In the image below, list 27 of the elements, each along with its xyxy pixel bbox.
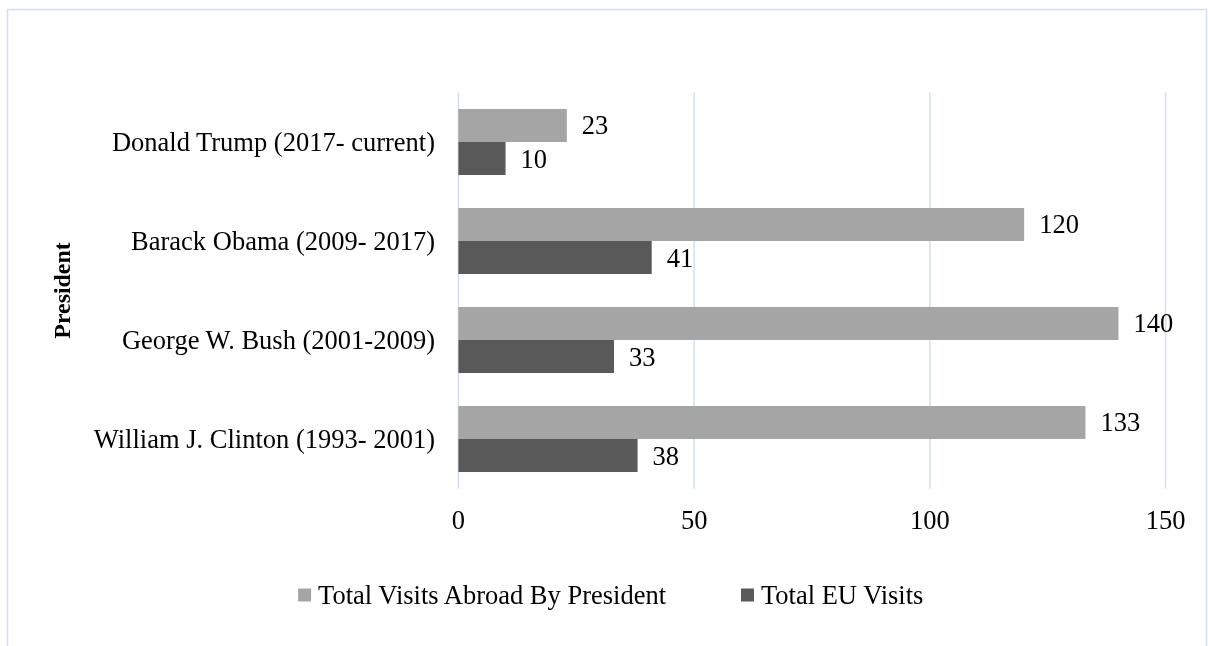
- y-tick-label: Donald Trump (2017- current): [111, 127, 435, 157]
- data-label: 120: [1039, 209, 1079, 240]
- data-label: 41: [666, 242, 694, 273]
- bar: [458, 405, 1086, 439]
- data-label: 33: [628, 341, 656, 372]
- data-label: 38: [652, 440, 680, 471]
- bar: [458, 207, 1025, 241]
- legend-label: Total Visits Abroad By President: [318, 580, 667, 610]
- x-tick-label: 100: [909, 505, 950, 535]
- x-tick-label: 0: [451, 505, 466, 535]
- y-tick-label: William J. Clinton (1993- 2001): [93, 424, 435, 454]
- data-label: 140: [1133, 308, 1174, 339]
- bar: [458, 108, 567, 142]
- y-axis-title: President: [49, 242, 75, 339]
- data-label: 133: [1100, 407, 1141, 438]
- x-tick-label: 50: [680, 505, 708, 535]
- bar: [458, 306, 1119, 340]
- bar: [458, 142, 506, 176]
- x-tick-label: 150: [1145, 505, 1186, 535]
- y-tick-label: George W. Bush (2001-2009): [121, 325, 435, 355]
- bar: [458, 340, 614, 374]
- bar: [458, 439, 638, 473]
- data-label: 23: [581, 110, 609, 141]
- data-label: 10: [520, 143, 548, 174]
- bar: [458, 241, 652, 275]
- y-tick-label: Barack Obama (2009- 2017): [131, 226, 435, 256]
- legend-label: Total EU Visits: [760, 580, 924, 610]
